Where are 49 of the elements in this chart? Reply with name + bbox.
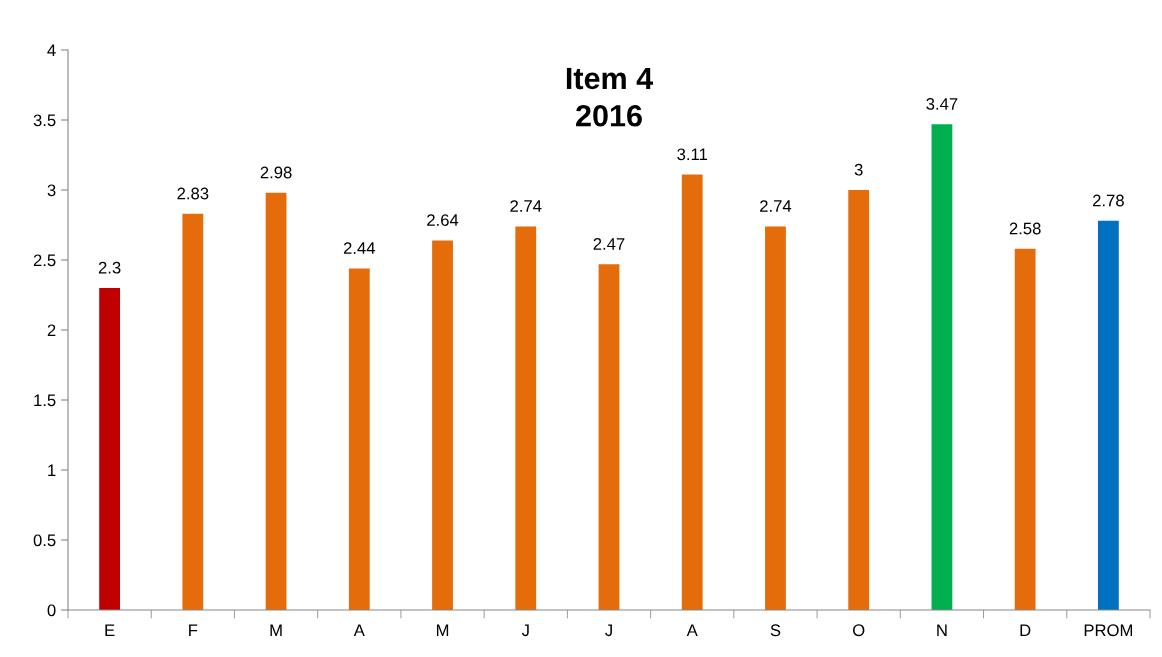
bar [1097,220,1119,610]
data-label: 2.47 [593,237,625,250]
bar [848,190,870,610]
data-label: 3 [854,163,863,176]
bar [432,240,453,610]
bar [681,174,703,610]
data-label: 2.44 [343,242,376,254]
x-tick-label: M [270,624,282,636]
x-tick-label: F [189,624,198,636]
x-tick-label: PROM [1084,624,1133,637]
y-tick-label: 1 [48,464,56,477]
data-label: 3.11 [677,148,708,161]
x-tick-label: J [521,624,529,637]
bar [765,226,786,610]
x-tick-label: O [853,624,865,637]
y-tick-label: 1.5 [34,394,56,407]
data-label: 2.64 [427,214,459,226]
x-tick-label: M [436,624,449,636]
bar [598,264,620,610]
bar [348,268,370,610]
bar [515,226,537,610]
x-tick-label: N [937,624,947,636]
data-label: 2.98 [260,166,292,179]
y-tick-label: 2 [47,324,56,337]
y-tick-label: 0.5 [33,534,56,547]
bar [931,124,953,610]
data-label: 2.83 [177,187,209,200]
bar [1014,248,1036,610]
text: Item 4 2016 [566,67,653,127]
x-tick-label: A [353,624,365,636]
bar [99,288,121,610]
data-label: 2.74 [510,200,542,212]
bar [265,192,287,610]
x-tick-label: D [1020,624,1031,636]
y-tick-label: 4 [47,44,56,57]
y-tick-label: 3.5 [33,114,56,127]
data-label: 3.47 [926,97,958,110]
y-tick-label: 2.5 [33,254,56,267]
data-label: 2.74 [760,200,792,212]
x-tick-label: E [105,624,115,636]
data-label: 2.78 [1093,194,1124,207]
bar [182,213,204,610]
x-tick-label: J [605,624,612,637]
x-tick-label: A [686,624,698,636]
x-tick-label: S [770,624,781,637]
data-label: 2.3 [98,261,121,274]
y-tick-label: 0 [47,604,56,617]
y-tick-label: 3 [47,184,56,197]
data-label: 2.58 [1009,222,1041,235]
